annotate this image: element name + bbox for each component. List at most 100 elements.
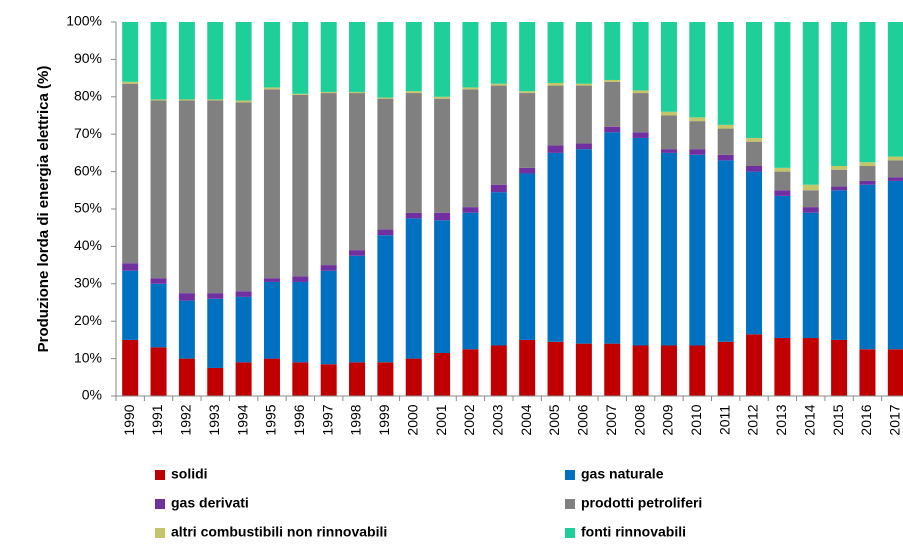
x-tick-label: 2006 (575, 404, 591, 435)
bar-segment (490, 345, 507, 396)
bar-segment (377, 235, 394, 363)
bar-segment (263, 281, 280, 359)
x-tick-label: 1992 (178, 404, 194, 435)
x-tick-label: 2000 (404, 404, 420, 435)
y-tick-label: 40% (74, 237, 102, 253)
bar-segment (462, 212, 479, 350)
bar-segment (547, 341, 564, 396)
bar-segment (519, 22, 536, 92)
bar-segment (604, 132, 621, 344)
bar-segment (178, 22, 195, 100)
legend-label: altri combustibili non rinnovabili (171, 524, 387, 540)
bar-segment (320, 270, 337, 365)
x-tick-label: 2005 (546, 404, 562, 435)
bar-segment (660, 149, 677, 153)
bar-segment (689, 117, 706, 122)
y-tick-label: 70% (74, 125, 102, 141)
x-tick-label: 2009 (660, 404, 676, 435)
bar-segment (462, 22, 479, 88)
bar-segment (462, 207, 479, 213)
bar-segment (235, 296, 252, 363)
bar-segment (320, 91, 337, 94)
legend-swatch (565, 528, 575, 538)
bar-segment (575, 149, 592, 344)
y-tick-label: 60% (74, 162, 102, 178)
bar-segment (207, 298, 224, 368)
bar-segment (292, 22, 309, 94)
y-tick-label: 0% (82, 387, 102, 403)
bar-segment (178, 293, 195, 301)
bar-segment (235, 100, 252, 103)
bar-segment (377, 97, 394, 99)
bar-segment (292, 362, 309, 396)
bar-segment (377, 229, 394, 236)
bar-segment (660, 115, 677, 150)
bar-segment (150, 278, 167, 284)
bar-segment (746, 171, 763, 335)
bar-segment (575, 343, 592, 396)
x-tick-label: 2017 (887, 404, 903, 435)
bar-segment (689, 22, 706, 118)
bar-segment (831, 22, 848, 166)
bar-segment (859, 165, 876, 181)
bar-segment (831, 339, 848, 396)
bar-segment (490, 85, 507, 185)
bar-segment (717, 128, 734, 155)
legend-label: gas derivati (171, 495, 249, 511)
bar-segment (604, 79, 621, 82)
legend-label: solidi (171, 466, 208, 482)
bar-segment (689, 121, 706, 150)
bar-segment (349, 93, 366, 251)
bar-segment (263, 22, 280, 88)
bar-segment (774, 190, 791, 196)
bar-segment (292, 281, 309, 363)
bar-segment (717, 154, 734, 161)
bar-segment (178, 99, 195, 101)
bar-segment (774, 167, 791, 172)
bar-segment (150, 22, 167, 100)
bar-segment (746, 165, 763, 172)
bar-segment (349, 362, 366, 396)
x-tick-label: 2012 (745, 404, 761, 435)
bar-segment (547, 22, 564, 83)
bar-segment (405, 22, 422, 92)
bar-segment (434, 96, 451, 99)
bar-segment (604, 22, 621, 80)
bar-segment (320, 265, 337, 271)
legend-swatch (155, 470, 165, 480)
bar-segment (235, 22, 252, 101)
bar-segment (434, 220, 451, 353)
bar-segment (887, 22, 903, 157)
bar-segment (632, 345, 649, 396)
bar-segment (490, 83, 507, 86)
bar-segment (150, 347, 167, 396)
y-axis-label: Produzione lorda di energia elettrica (%… (35, 66, 52, 353)
y-tick-label: 90% (74, 50, 102, 66)
bar-segment (887, 177, 903, 181)
bar-segment (178, 300, 195, 359)
bar-segment (689, 149, 706, 155)
bar-segment (519, 91, 536, 94)
bar-segment (887, 160, 903, 178)
bar-segment (405, 93, 422, 213)
x-tick-label: 2001 (433, 404, 449, 435)
x-tick-label: 2015 (830, 404, 846, 435)
x-tick-label: 2008 (631, 404, 647, 435)
x-tick-label: 2013 (773, 404, 789, 435)
bar-segment (632, 90, 649, 94)
bar-segment (774, 22, 791, 168)
x-tick-label: 1997 (319, 404, 335, 435)
bar-segment (689, 154, 706, 346)
bar-segment (575, 22, 592, 84)
bar-segment (349, 91, 366, 94)
bar-segment (490, 22, 507, 84)
x-tick-label: 2011 (716, 405, 732, 435)
bar-segment (689, 345, 706, 396)
bar-segment (746, 334, 763, 396)
bar-segment (490, 184, 507, 193)
x-tick-label: 1999 (376, 404, 392, 435)
bar-segment (660, 22, 677, 112)
bar-segment (122, 263, 139, 271)
legend-label: fonti rinnovabili (581, 524, 686, 540)
bar-segment (632, 93, 649, 133)
